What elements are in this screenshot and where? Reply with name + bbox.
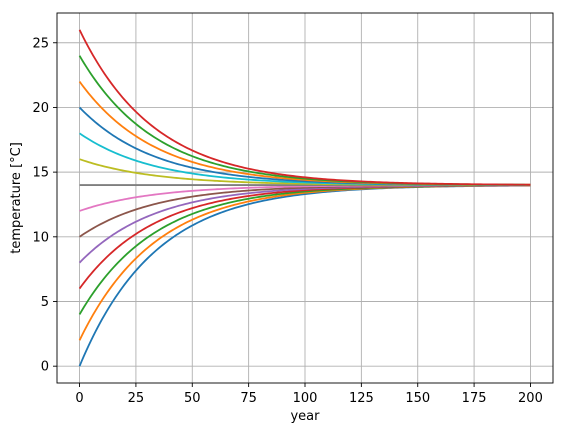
x-axis-label: year: [290, 409, 320, 424]
series-lines: [78, 29, 531, 367]
x-tick-label: 75: [240, 391, 257, 406]
y-tick-label: 10: [32, 230, 49, 245]
y-tick-label: 25: [32, 36, 49, 51]
x-tick-label: 175: [462, 391, 487, 406]
x-tick-label: 125: [349, 391, 374, 406]
y-axis-ticks: 0 5 10 15 20 25: [32, 36, 57, 375]
x-tick-label: 25: [128, 391, 145, 406]
x-tick-label: 150: [405, 391, 430, 406]
x-axis-ticks: 0 25 50 75 100 125 150 175 200: [75, 383, 543, 406]
y-tick-label: 0: [41, 360, 49, 375]
y-axis-label: temperature [°C]: [9, 142, 24, 254]
y-tick-label: 5: [41, 295, 49, 310]
x-tick-label: 0: [75, 391, 83, 406]
y-tick-label: 20: [32, 101, 49, 116]
x-tick-label: 200: [518, 391, 543, 406]
series-line-initial-26: [78, 29, 531, 186]
x-tick-label: 50: [184, 391, 201, 406]
grid-lines: [57, 13, 553, 383]
y-tick-label: 15: [32, 166, 49, 181]
x-tick-label: 100: [293, 391, 318, 406]
